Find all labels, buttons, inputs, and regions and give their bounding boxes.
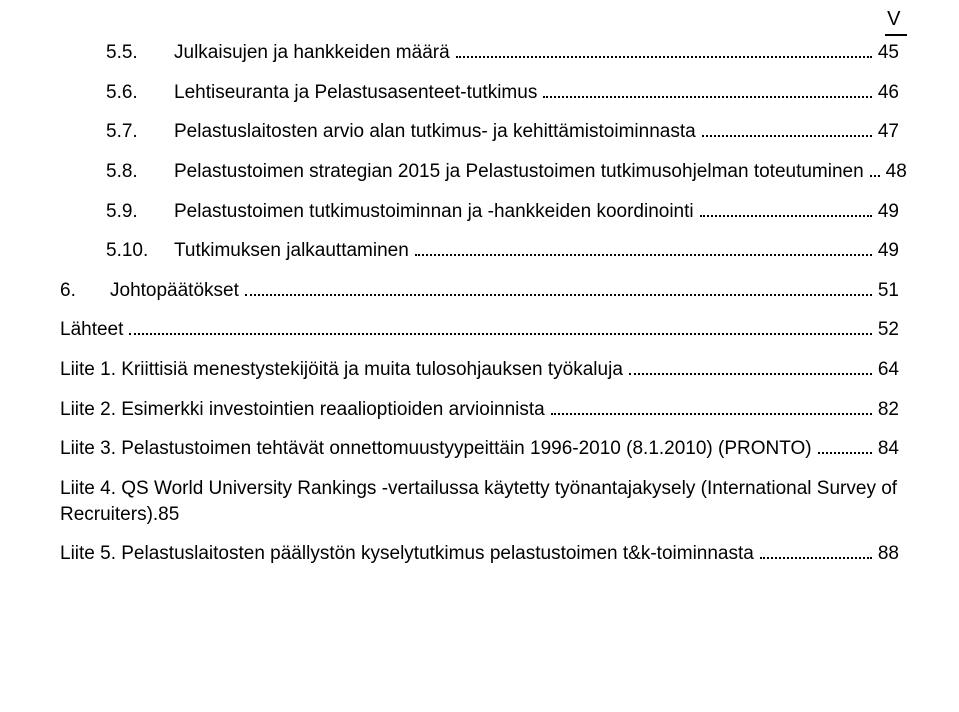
toc-entry-page: 82 [878,397,899,423]
toc-entry-title: Julkaisujen ja hankkeiden määrä [174,40,450,66]
table-of-contents: 5.5. Julkaisujen ja hankkeiden määrä 45 5.6… [60,40,899,567]
toc-entry: 6. Johtopäätökset 51 [60,278,899,304]
toc-leader [700,215,872,217]
toc-entry: 5.9. Pelastustoimen tutkimustoiminnan ja … [60,199,899,225]
toc-entry: 5.10. Tutkimuksen jalkauttaminen 49 [60,238,899,264]
toc-entry-title: Liite 3. Pelastustoimen tehtävät onnetto… [60,436,812,462]
toc-entry-title: Liite 1. Kriittisiä menestystekijöitä ja… [60,357,623,383]
toc-entry-page: 47 [878,119,899,145]
toc-entry-number: 5.6. [106,80,150,106]
toc-leader [245,294,872,296]
toc-entry-page: 51 [878,278,899,304]
toc-entry-title: Liite 5. Pelastuslaitosten päällystön ky… [60,541,754,567]
toc-entry-number: 5.10. [106,238,150,264]
toc-entry-number: 5.5. [106,40,150,66]
toc-entry-title: Lähteet [60,317,123,343]
toc-entry-page: 84 [878,436,899,462]
toc-entry-number: 5.7. [106,119,150,145]
page-number-roman: V [887,8,901,31]
toc-entry-page: 88 [878,541,899,567]
toc-leader [870,175,880,177]
toc-entry-page: 49 [878,199,899,225]
header-rule [885,34,907,36]
toc-entry: Lähteet 52 [60,317,899,343]
toc-entry-title: Pelastuslaitosten arvio alan tutkimus- j… [174,119,696,145]
toc-entry-title: Tutkimuksen jalkauttaminen [174,238,409,264]
toc-entry-title: Pelastustoimen tutkimustoiminnan ja -han… [174,199,694,225]
toc-entry-page: 45 [878,40,899,66]
toc-entry: Liite 4. QS World University Rankings -v… [60,476,899,527]
toc-leader [629,373,872,375]
toc-entry-number: 6. [60,278,86,304]
toc-entry-number: 5.8. [106,159,150,185]
toc-entry: Liite 2. Esimerkki investointien reaalio… [60,397,899,423]
toc-entry-page: 64 [878,357,899,383]
toc-entry-number: 5.9. [106,199,150,225]
toc-leader [702,135,872,137]
toc-entry-title: Pelastustoimen strategian 2015 ja Pelast… [174,159,864,185]
toc-entry-title: Lehtiseuranta ja Pelastusasenteet-tutkim… [174,80,537,106]
toc-entry-page: 49 [878,238,899,264]
toc-leader [415,254,872,256]
toc-leader [760,557,872,559]
toc-leader [129,333,871,335]
toc-entry: Liite 5. Pelastuslaitosten päällystön ky… [60,541,899,567]
toc-entry-page: 46 [878,80,899,106]
toc-entry-title: Liite 2. Esimerkki investointien reaalio… [60,397,545,423]
toc-entry-title: Johtopäätökset [110,278,239,304]
toc-leader [818,452,872,454]
toc-entry: Liite 1. Kriittisiä menestystekijöitä ja… [60,357,899,383]
toc-entry-page: 48 [886,159,907,185]
toc-entry: Liite 3. Pelastustoimen tehtävät onnetto… [60,436,899,462]
toc-leader [543,96,872,98]
toc-entry-page: 52 [878,317,899,343]
toc-entry: 5.7. Pelastuslaitosten arvio alan tutkimu… [60,119,899,145]
toc-leader [551,413,872,415]
toc-entry: 5.5. Julkaisujen ja hankkeiden määrä 45 [60,40,899,66]
toc-entry-title: Liite 4. QS World University Rankings -v… [60,476,899,527]
toc-entry: 5.8. Pelastustoimen strategian 2015 ja Pe… [60,159,899,185]
toc-leader [456,56,872,58]
toc-entry: 5.6. Lehtiseuranta ja Pelastusasenteet-tu… [60,80,899,106]
